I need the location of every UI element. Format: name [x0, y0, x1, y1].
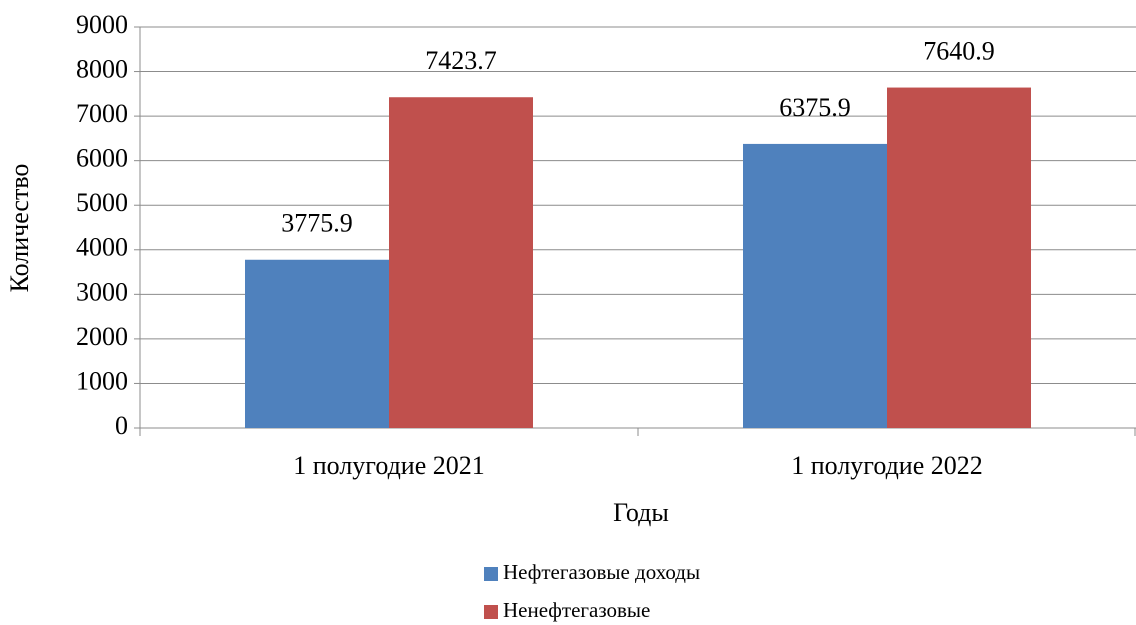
bar	[743, 143, 887, 429]
legend-label: Ненефтегазовые	[503, 598, 650, 622]
x-tick-label: 1 полугодие 2021	[293, 451, 485, 480]
y-tick-label: 4000	[76, 233, 128, 262]
y-tick-label: 0	[115, 411, 128, 440]
data-label: 7640.9	[923, 37, 995, 66]
y-tick-label: 5000	[76, 188, 128, 217]
x-tick-label: 1 полугодие 2022	[791, 451, 983, 480]
bar	[887, 87, 1031, 429]
y-tick-label: 3000	[76, 277, 128, 306]
bar	[389, 97, 533, 429]
y-tick-label: 1000	[76, 366, 128, 395]
data-label: 6375.9	[779, 93, 851, 122]
y-tick-label: 2000	[76, 322, 128, 351]
bar	[245, 259, 389, 428]
legend-label: Нефтегазовые доходы	[503, 560, 700, 584]
data-label: 7423.7	[425, 46, 497, 75]
x-axis-title: Годы	[613, 498, 669, 527]
legend-swatch	[484, 605, 498, 619]
y-tick-label: 8000	[76, 55, 128, 84]
y-tick-label: 9000	[76, 10, 128, 39]
y-tick-label: 6000	[76, 144, 128, 173]
y-axis-title: Количество	[5, 164, 34, 293]
y-tick-label: 7000	[76, 99, 128, 128]
legend-swatch	[484, 567, 498, 581]
data-label: 3775.9	[281, 209, 353, 238]
